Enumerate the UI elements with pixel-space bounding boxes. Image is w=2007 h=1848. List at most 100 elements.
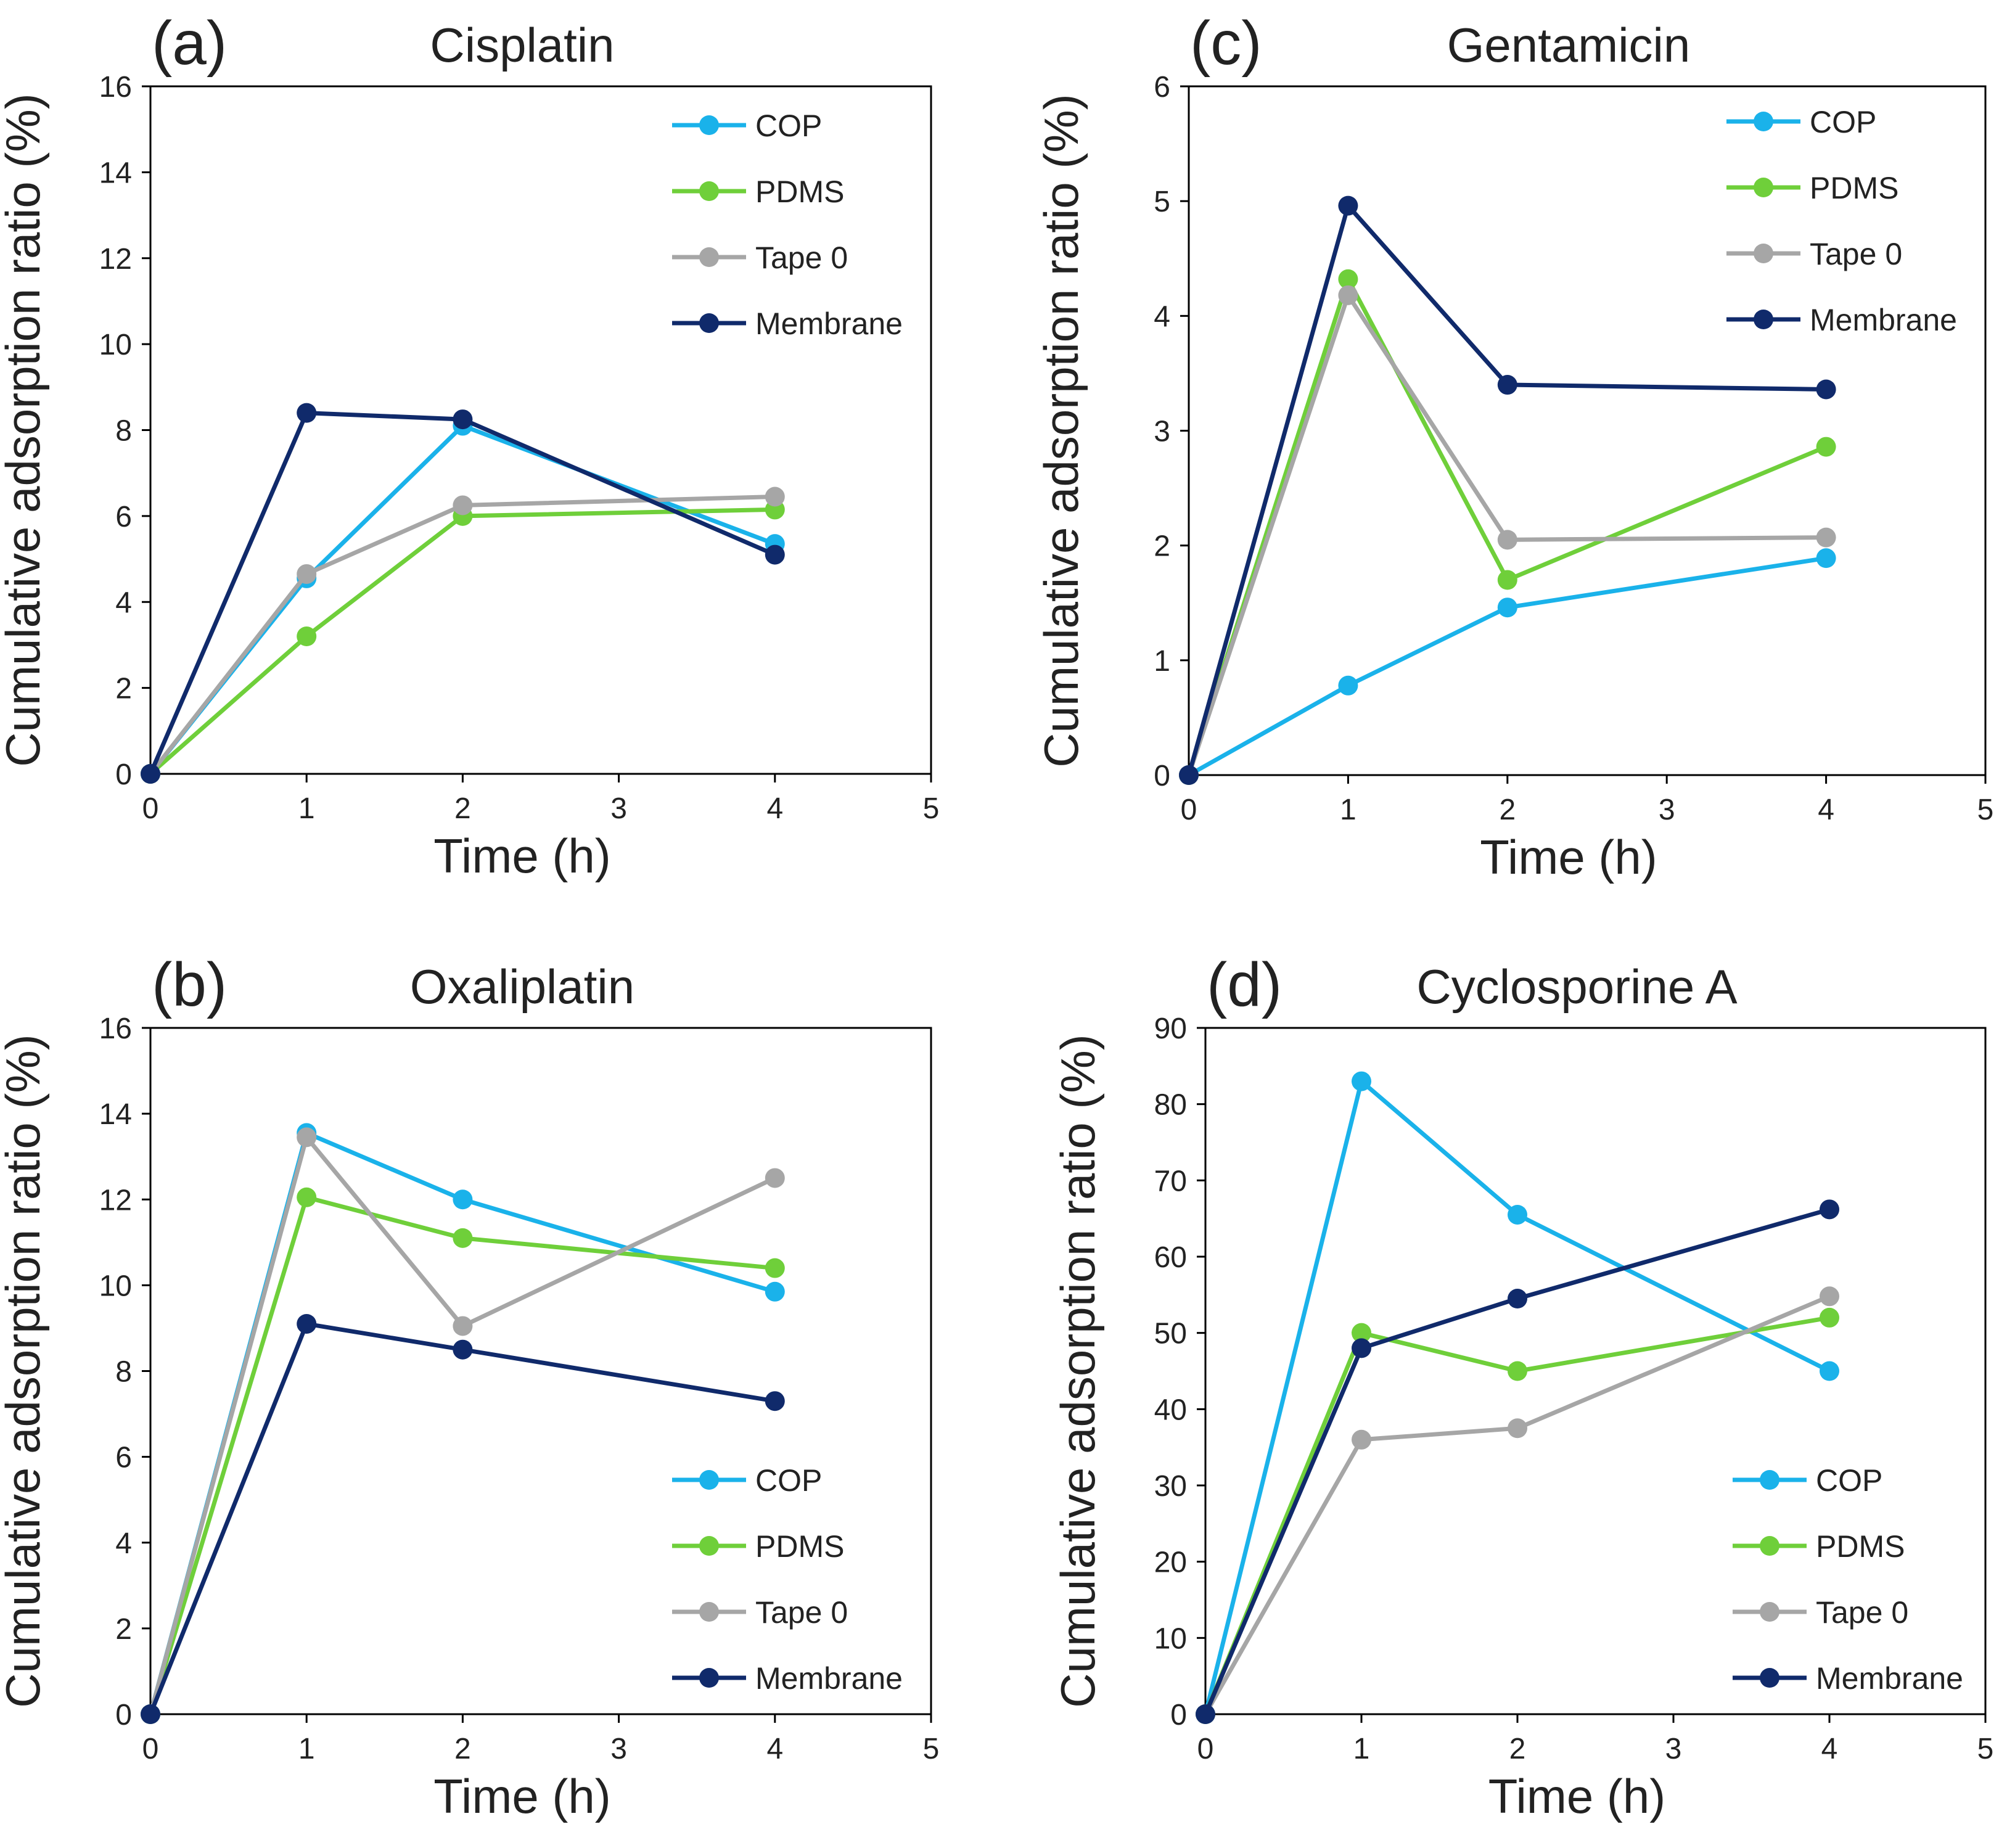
data-point-cop (1338, 675, 1358, 696)
x-tick-label: 5 (1977, 1733, 1994, 1765)
y-axis-label: Cumulative adsorption ratio (%) (0, 1034, 50, 1707)
legend-swatch-marker (1760, 1536, 1779, 1556)
data-point-tape-0 (1816, 527, 1836, 548)
x-tick-label: 0 (142, 792, 159, 825)
legend-label: Membrane (755, 1661, 903, 1696)
x-tick-label: 3 (610, 1733, 627, 1765)
x-tick-label: 2 (1509, 1733, 1526, 1765)
y-tick-label: 80 (1154, 1089, 1187, 1122)
data-point-pdms (1820, 1307, 1839, 1328)
data-point-tape-0 (453, 495, 473, 515)
panel-label: (c) (1190, 9, 1262, 78)
data-point-pdms (453, 1228, 473, 1248)
x-tick-label: 2 (454, 1733, 471, 1765)
legend-label: Membrane (755, 306, 903, 341)
legend-swatch-marker (699, 1470, 719, 1490)
legend-label: COP (755, 1463, 822, 1498)
data-point-membrane (1820, 1199, 1839, 1220)
x-axis-label: Time (h) (1480, 830, 1657, 884)
x-tick-label: 1 (1353, 1733, 1370, 1765)
legend-swatch-marker (1754, 112, 1773, 131)
data-point-cop (1497, 598, 1517, 618)
data-point-pdms (1508, 1361, 1527, 1381)
y-tick-label: 4 (115, 586, 132, 619)
y-tick-label: 3 (1154, 416, 1170, 448)
data-point-pdms (765, 1258, 785, 1278)
series-line-pdms (148, 1195, 776, 1715)
legend-label: PDMS (755, 175, 844, 209)
y-axis-label: Cumulative adsorption ratio (%) (1034, 94, 1088, 767)
data-point-cop (1508, 1204, 1527, 1225)
y-tick-label: 0 (1154, 760, 1170, 792)
data-point-tape-0 (297, 564, 317, 584)
y-tick-label: 0 (1170, 1699, 1187, 1731)
legend: COP PDMS Tape 0 Membrane (1726, 105, 1957, 337)
y-tick-label: 50 (1154, 1318, 1187, 1350)
series-line-membrane (1186, 203, 1826, 776)
data-point-membrane (297, 1313, 317, 1334)
legend-label: COP (1810, 105, 1876, 139)
legend-label: PDMS (1816, 1529, 1905, 1564)
x-tick-label: 0 (1181, 794, 1197, 826)
data-point-tape-0 (765, 1168, 785, 1188)
data-point-membrane (1816, 379, 1836, 400)
panel-label: (b) (152, 950, 227, 1019)
x-tick-label: 4 (766, 1733, 783, 1765)
data-point-membrane (141, 764, 160, 784)
data-point-membrane (1352, 1338, 1371, 1358)
x-tick-label: 3 (1665, 1733, 1682, 1765)
legend-label: Tape 0 (755, 1595, 848, 1630)
x-tick-label: 2 (454, 792, 471, 825)
data-point-tape-0 (453, 1316, 473, 1336)
legend: COP PDMS Tape 0 Membrane (672, 109, 903, 341)
legend-label: Membrane (1816, 1661, 1963, 1696)
panel-label: (d) (1207, 950, 1282, 1019)
legend-swatch-marker (1754, 310, 1773, 329)
legend-swatch-marker (699, 1668, 719, 1688)
series-line-tape-0 (1203, 1294, 1831, 1715)
y-tick-label: 90 (1154, 1012, 1187, 1045)
data-point-tape-0 (1820, 1286, 1839, 1307)
series-line-cop (1188, 556, 1827, 778)
series-line-membrane (148, 1321, 776, 1715)
x-tick-label: 5 (1977, 794, 1994, 826)
y-tick-label: 40 (1154, 1394, 1187, 1426)
x-tick-label: 3 (610, 792, 627, 825)
chart-panel-d: (d) Cyclosporine A0 1 2 3 4 501020304050607080… (1051, 950, 1993, 1823)
legend-swatch-marker (699, 115, 719, 135)
data-point-pdms (1338, 269, 1358, 289)
data-point-pdms (297, 626, 317, 646)
legend-swatch-marker (1760, 1668, 1779, 1688)
data-point-membrane (765, 544, 785, 565)
series-line-cop (1203, 1079, 1831, 1715)
data-point-membrane (1508, 1289, 1527, 1309)
data-point-membrane (1179, 765, 1199, 785)
data-point-membrane (453, 409, 473, 430)
chart-title: Gentamicin (1447, 18, 1691, 72)
data-point-cop (1352, 1071, 1371, 1091)
x-axis-label: Time (h) (433, 1769, 610, 1823)
data-point-membrane (141, 1704, 160, 1724)
legend-label: Tape 0 (1810, 237, 1902, 271)
y-tick-label: 0 (115, 1699, 132, 1731)
series-line-membrane (1203, 1207, 1830, 1715)
data-point-cop (765, 1281, 785, 1302)
x-tick-label: 5 (923, 1733, 940, 1765)
y-tick-label: 20 (1154, 1546, 1187, 1579)
y-tick-label: 10 (99, 329, 132, 361)
x-tick-label: 2 (1499, 794, 1516, 826)
y-tick-label: 0 (115, 758, 132, 791)
data-point-membrane (765, 1391, 785, 1411)
legend-swatch-marker (1754, 244, 1773, 263)
legend-label: Membrane (1810, 303, 1957, 337)
data-point-membrane (1497, 375, 1517, 395)
legend-label: COP (755, 109, 822, 143)
y-tick-label: 12 (99, 1184, 132, 1217)
series-line-cop (149, 424, 776, 776)
chart-panel-c: (c) Gentamicin 0 1 2 3 4 5 0 1 2 3 4 5 6 Time (h) Cumula… (1034, 9, 1993, 884)
y-tick-label: 4 (1154, 300, 1170, 333)
data-point-tape-0 (1497, 530, 1517, 550)
y-tick-label: 14 (99, 157, 132, 189)
y-tick-label: 2 (115, 1613, 132, 1646)
